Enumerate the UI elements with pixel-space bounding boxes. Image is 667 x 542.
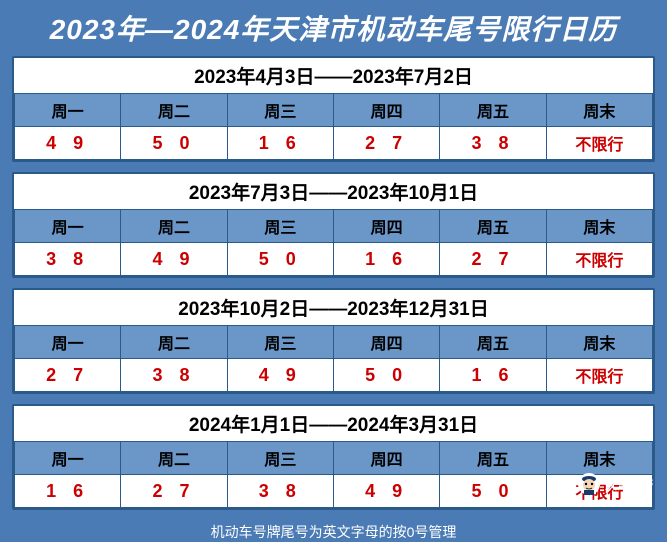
day-header: 周末: [546, 442, 652, 475]
day-header: 周二: [121, 442, 227, 475]
restriction-cell: 2 7: [15, 359, 121, 392]
schedule-table: 周一 周二 周三 周四 周五 周末 2 7 3 8 4 9 5 0 1 6 不限…: [14, 325, 653, 392]
logo-text: 天津交警: [605, 476, 653, 493]
day-header: 周三: [227, 442, 333, 475]
period-title: 2023年4月3日——2023年7月2日: [14, 58, 653, 93]
restriction-cell: 4 9: [15, 127, 121, 160]
day-header: 周四: [333, 210, 439, 243]
restriction-cell: 5 0: [121, 127, 227, 160]
restriction-cell: 3 8: [440, 127, 546, 160]
period-title: 2023年10月2日——2023年12月31日: [14, 290, 653, 325]
day-header: 周三: [227, 94, 333, 127]
restriction-cell: 4 9: [121, 243, 227, 276]
restriction-cell: 2 7: [333, 127, 439, 160]
day-header: 周四: [333, 94, 439, 127]
day-header: 周三: [227, 210, 333, 243]
period-title: 2023年7月3日——2023年10月1日: [14, 174, 653, 209]
day-header: 周一: [15, 94, 121, 127]
day-header: 周二: [121, 326, 227, 359]
restriction-cell: 1 6: [15, 475, 121, 508]
police-mascot-icon: [577, 472, 601, 496]
footer-note: 机动车号牌尾号为英文字母的按0号管理: [12, 522, 655, 542]
period-block-1: 2023年4月3日——2023年7月2日 周一 周二 周三 周四 周五 周末 4…: [12, 56, 655, 162]
day-header: 周一: [15, 442, 121, 475]
day-header: 周五: [440, 442, 546, 475]
restriction-cell: 1 6: [333, 243, 439, 276]
period-block-2: 2023年7月3日——2023年10月1日 周一 周二 周三 周四 周五 周末 …: [12, 172, 655, 278]
restriction-cell: 3 8: [227, 475, 333, 508]
day-header: 周三: [227, 326, 333, 359]
day-header: 周一: [15, 210, 121, 243]
day-header: 周二: [121, 210, 227, 243]
restriction-cell: 2 7: [440, 243, 546, 276]
restriction-cell: 5 0: [227, 243, 333, 276]
schedule-table: 周一 周二 周三 周四 周五 周末 4 9 5 0 1 6 2 7 3 8 不限…: [14, 93, 653, 160]
day-header: 周末: [546, 210, 652, 243]
restriction-cell: 3 8: [121, 359, 227, 392]
day-header: 周四: [333, 442, 439, 475]
restriction-cell: 5 0: [333, 359, 439, 392]
weekend-cell: 不限行: [546, 243, 652, 276]
day-header: 周末: [546, 326, 652, 359]
day-header: 周末: [546, 94, 652, 127]
restriction-cell: 1 6: [227, 127, 333, 160]
day-header: 周一: [15, 326, 121, 359]
schedule-table: 周一 周二 周三 周四 周五 周末 3 8 4 9 5 0 1 6 2 7 不限…: [14, 209, 653, 276]
restriction-cell: 4 9: [333, 475, 439, 508]
weekend-cell: 不限行: [546, 127, 652, 160]
day-header: 周五: [440, 326, 546, 359]
restriction-cell: 5 0: [440, 475, 546, 508]
day-header: 周二: [121, 94, 227, 127]
restriction-cell: 1 6: [440, 359, 546, 392]
weekend-cell: 不限行: [546, 359, 652, 392]
day-header: 周五: [440, 210, 546, 243]
logo-area: 天津交警: [577, 472, 653, 496]
page-title: 2023年—2024年天津市机动车尾号限行日历: [12, 8, 655, 48]
period-block-3: 2023年10月2日——2023年12月31日 周一 周二 周三 周四 周五 周…: [12, 288, 655, 394]
restriction-cell: 4 9: [227, 359, 333, 392]
day-header: 周五: [440, 94, 546, 127]
period-title: 2024年1月1日——2024年3月31日: [14, 406, 653, 441]
schedule-table: 周一 周二 周三 周四 周五 周末 1 6 2 7 3 8 4 9 5 0 不限…: [14, 441, 653, 508]
restriction-cell: 2 7: [121, 475, 227, 508]
day-header: 周四: [333, 326, 439, 359]
restriction-cell: 3 8: [15, 243, 121, 276]
period-block-4: 2024年1月1日——2024年3月31日 周一 周二 周三 周四 周五 周末 …: [12, 404, 655, 510]
